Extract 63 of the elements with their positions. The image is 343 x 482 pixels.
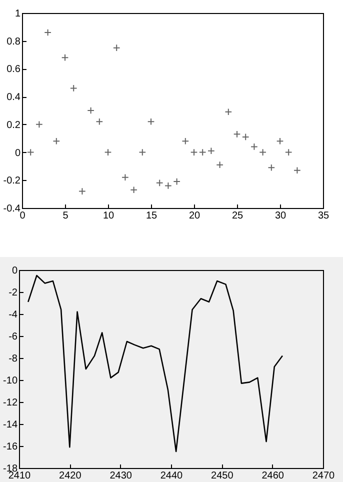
x-tick-label: 35 (318, 210, 330, 222)
point (190, 148, 198, 156)
point (112, 44, 120, 52)
point (208, 147, 215, 155)
point (78, 188, 86, 195)
point (87, 106, 94, 114)
point (259, 148, 266, 156)
point (276, 137, 284, 145)
point (36, 120, 43, 128)
y-tick-label: 0.2 (6, 120, 21, 131)
point (130, 186, 138, 194)
y-tick-label: -12 (3, 398, 18, 408)
y-tick-label: -8 (8, 354, 18, 364)
y-tick-label: -16 (3, 442, 18, 452)
point (242, 133, 250, 141)
y-tick-label: 1 (14, 8, 21, 20)
y-tick-label: 0.8 (6, 36, 21, 48)
point (164, 182, 172, 190)
point (224, 108, 232, 116)
y-tick-label: 0.6 (6, 64, 21, 76)
point (104, 148, 112, 156)
x-tick-label: 2470 (312, 470, 336, 482)
y-tick-label: -2 (8, 288, 18, 298)
point (173, 178, 180, 186)
point (216, 161, 224, 168)
point (233, 130, 241, 138)
y-tick-label: 0 (14, 148, 21, 159)
y-tick-label: -14 (3, 420, 18, 430)
point (198, 148, 206, 156)
x-tick-label: 10 (102, 210, 114, 222)
point (182, 137, 190, 145)
x-tick-label: 2460 (262, 470, 284, 482)
point (44, 28, 52, 36)
x-tick-label: 2420 (59, 470, 82, 482)
point (284, 148, 292, 156)
point (26, 148, 34, 156)
line-series (27, 274, 284, 452)
point (294, 166, 301, 174)
x-tick-label: 5 (62, 210, 69, 222)
y-tick-label: 0.4 (6, 92, 21, 104)
point (52, 137, 60, 145)
x-tick-label: 2430 (110, 470, 132, 482)
point (96, 118, 104, 126)
point (156, 179, 164, 187)
x-tick-label: 25 (232, 210, 244, 222)
point (61, 54, 69, 62)
point (122, 174, 129, 182)
y-tick-label: -10 (3, 376, 18, 386)
x-tick-label: 15 (146, 210, 158, 222)
x-tick-label: 20 (188, 210, 200, 222)
y-tick-label: -0.2 (3, 176, 21, 187)
y-tick-label: -0.4 (3, 204, 21, 214)
x-tick-label: 2450 (211, 470, 234, 482)
y-tick-label: -6 (8, 332, 18, 342)
x-tick-label: 30 (274, 210, 286, 222)
point (70, 84, 78, 92)
x-tick-label: 2440 (160, 470, 184, 482)
point (268, 164, 276, 172)
point (138, 148, 146, 156)
point (250, 143, 258, 150)
y-tick-label: -4 (8, 310, 18, 320)
point (147, 118, 155, 126)
y-tick-label: 0 (12, 266, 18, 276)
